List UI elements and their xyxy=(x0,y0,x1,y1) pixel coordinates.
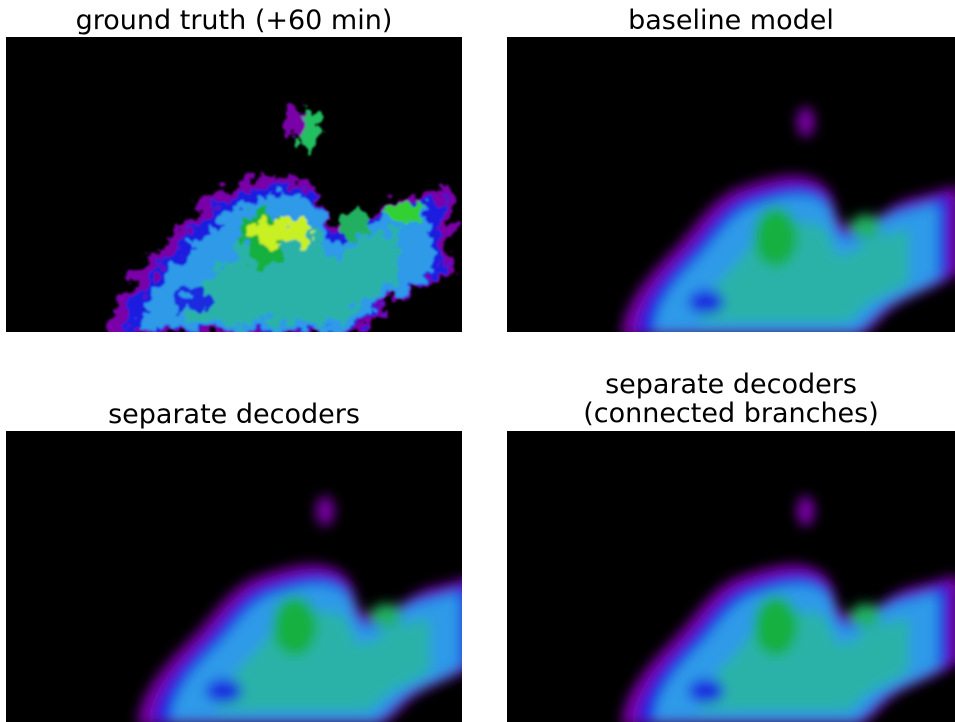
radar-field xyxy=(107,107,452,332)
panel-title: ground truth (+60 min) xyxy=(6,6,462,35)
figure: ground truth (+60 min) baseline model se… xyxy=(0,0,955,722)
image-panel xyxy=(6,431,462,722)
image-panel xyxy=(507,431,955,722)
title-line: baseline model xyxy=(507,6,955,35)
panel-title: separate decoders xyxy=(6,400,462,429)
title-line: ground truth (+60 min) xyxy=(6,6,462,35)
title-line: (connected branches) xyxy=(507,399,955,428)
radar-field xyxy=(138,496,462,722)
image-panel xyxy=(507,37,955,332)
radar-field xyxy=(621,107,955,332)
radar-field xyxy=(621,496,955,722)
panel-title: separate decoders(connected branches) xyxy=(507,370,955,428)
panel-title: baseline model xyxy=(507,6,955,35)
image-panel xyxy=(6,37,462,332)
title-line: separate decoders xyxy=(6,400,462,429)
title-line: separate decoders xyxy=(507,370,955,399)
